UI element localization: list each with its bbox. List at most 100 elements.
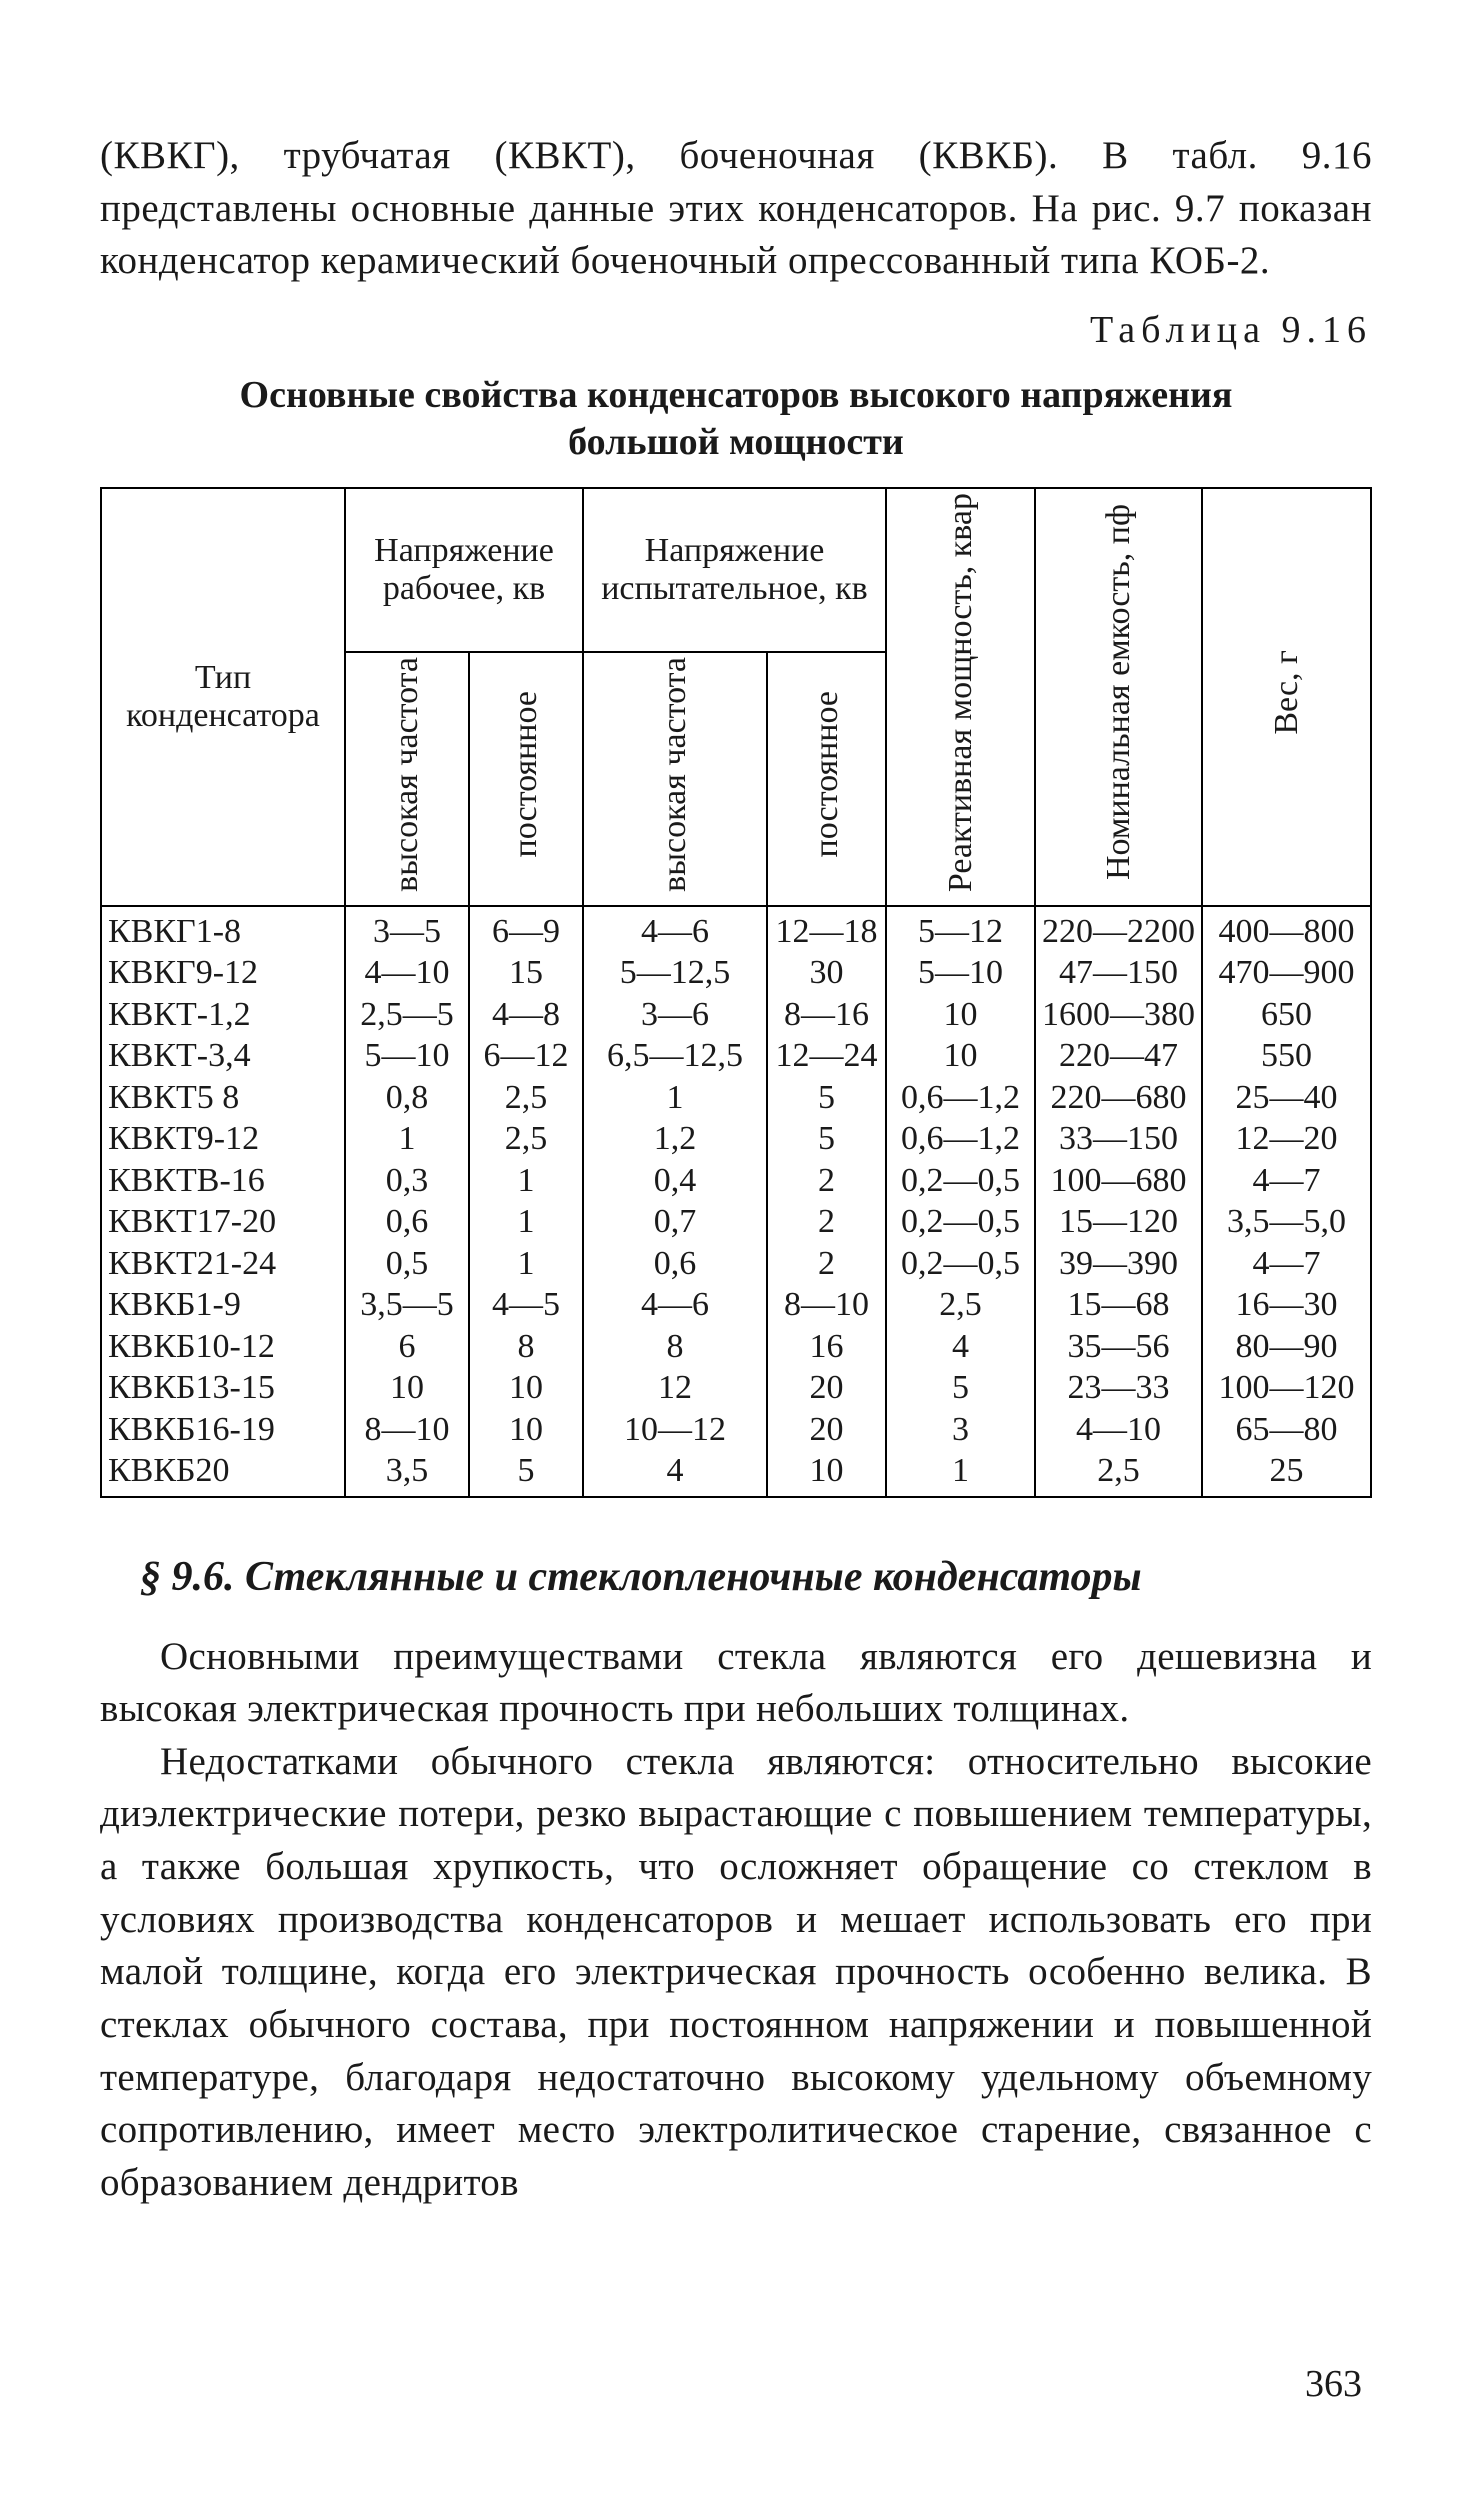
- col-work-dc-label: постоян­ное: [507, 691, 544, 857]
- cell-tdc: 5: [818, 1077, 835, 1118]
- capacitor-table: Тип конденсатора Напряжение рабочее, кв …: [100, 487, 1372, 1498]
- cell-q: 0,2—0,5: [901, 1243, 1020, 1284]
- cell-wdc: 6—12: [484, 1035, 569, 1076]
- cell-tdc: 2: [818, 1160, 835, 1201]
- cell-c: 100—680: [1051, 1160, 1187, 1201]
- cell-wdc: 1: [518, 1243, 535, 1284]
- cell-tdc: 8—16: [784, 994, 869, 1035]
- cell-whf: 10: [390, 1367, 424, 1408]
- cell-q: 0,6—1,2: [901, 1077, 1020, 1118]
- cell-w: 4—7: [1253, 1243, 1321, 1284]
- table-label: Таблица 9.16: [100, 308, 1372, 352]
- col-test-voltage-label: Напряжение испытательное, кв: [601, 532, 868, 607]
- cell-tdc: 20: [810, 1409, 844, 1450]
- col-capacitance-label: Номинальная емкость, пф: [1100, 504, 1137, 880]
- cell-w: 400—800: [1219, 911, 1355, 952]
- cell-type: КВКТВ-16: [108, 1160, 265, 1201]
- cell-whf: 3,5—5: [360, 1284, 454, 1325]
- cell-whf: 0,8: [386, 1077, 429, 1118]
- cell-thf: 5—12,5: [620, 952, 731, 993]
- cell-type: КВКТ-1,2: [108, 994, 251, 1035]
- cell-w: 470—900: [1219, 952, 1355, 993]
- cell-q: 5: [952, 1367, 969, 1408]
- cell-whf: 3,5: [386, 1450, 429, 1491]
- cell-w: 12—20: [1236, 1118, 1338, 1159]
- table-title-line1: Основные свойства конденсаторов высокого…: [240, 374, 1233, 416]
- cell-type: КВКТ-3,4: [108, 1035, 251, 1076]
- col-test-dc-label: постоян­ное: [808, 691, 845, 857]
- cell-type: КВКТ21-24: [108, 1243, 276, 1284]
- cell-w: 4—7: [1253, 1160, 1321, 1201]
- cell-q: 5—12: [918, 911, 1003, 952]
- cell-tdc: 10: [810, 1450, 844, 1491]
- cell-q: 0,2—0,5: [901, 1160, 1020, 1201]
- cell-thf: 3—6: [641, 994, 709, 1035]
- cell-c: 39—390: [1059, 1243, 1178, 1284]
- cell-q: 4: [952, 1326, 969, 1367]
- cell-thf: 4: [667, 1450, 684, 1491]
- cell-thf: 1,2: [654, 1118, 697, 1159]
- cell-c: 23—33: [1068, 1367, 1170, 1408]
- cell-wdc: 8: [518, 1326, 535, 1367]
- cell-thf: 4—6: [641, 911, 709, 952]
- col-test-dc: постоян­ное: [767, 652, 886, 906]
- body-paragraph-1: Основными преимуществами стекла являются…: [100, 1631, 1372, 1736]
- table-data-row: КВКГ1-8КВКГ9-12КВКТ-1,2КВКТ-3,4КВКТ5 8КВ…: [101, 906, 1371, 1497]
- cell-thf: 10—12: [624, 1409, 726, 1450]
- cell-w: 3,5—5,0: [1227, 1201, 1346, 1242]
- cell-tdc: 16: [810, 1326, 844, 1367]
- cell-whf: 6: [399, 1326, 416, 1367]
- cell-type: КВКБ16-19: [108, 1409, 275, 1450]
- cell-w: 16—30: [1236, 1284, 1338, 1325]
- intro-paragraph: (КВКГ), трубчатая (КВКТ), боченочная (КВ…: [100, 130, 1372, 288]
- cell-wdc: 1: [518, 1160, 535, 1201]
- cell-whf: 4—10: [365, 952, 450, 993]
- cell-c: 220—680: [1051, 1077, 1187, 1118]
- cell-type: КВКГ9-12: [108, 952, 258, 993]
- cell-c: 220—2200: [1042, 911, 1195, 952]
- col-work-hf-label: высокая частота: [388, 657, 425, 892]
- cell-whf: 8—10: [365, 1409, 450, 1450]
- cell-q: 3: [952, 1409, 969, 1450]
- col-react-power-label: Реактивная мощ­ность, квар: [942, 493, 979, 892]
- cell-wdc: 15: [509, 952, 543, 993]
- cell-wdc: 5: [518, 1450, 535, 1491]
- col-work-voltage: Напряжение рабочее, кв: [345, 488, 583, 652]
- cell-w: 550: [1261, 1035, 1312, 1076]
- cell-wdc: 2,5: [505, 1118, 548, 1159]
- cell-thf: 4—6: [641, 1284, 709, 1325]
- cell-whf: 3—5: [373, 911, 441, 952]
- cell-q: 1: [952, 1450, 969, 1491]
- cell-whf: 5—10: [365, 1035, 450, 1076]
- cell-type: КВКБ10-12: [108, 1326, 275, 1367]
- cell-tdc: 12—24: [776, 1035, 878, 1076]
- col-work-voltage-label: Напряжение рабочее, кв: [374, 532, 554, 607]
- page-number: 363: [1305, 2362, 1362, 2406]
- cell-c: 220—47: [1059, 1035, 1178, 1076]
- cell-type: КВКТ9-12: [108, 1118, 259, 1159]
- cell-c: 1600—380: [1042, 994, 1195, 1035]
- section-heading: § 9.6. Стеклянные и стеклопленочные конд…: [140, 1553, 1372, 1601]
- body-paragraph-2: Недостатками обычного стекла являются: о…: [100, 1736, 1372, 2210]
- col-react-power: Реактивная мощ­ность, квар: [886, 488, 1035, 906]
- cell-type: КВКБ20: [108, 1450, 230, 1491]
- cell-type: КВКТ5 8: [108, 1077, 239, 1118]
- cell-tdc: 20: [810, 1367, 844, 1408]
- cell-whf: 0,3: [386, 1160, 429, 1201]
- cell-wdc: 10: [509, 1409, 543, 1450]
- cell-type: КВКГ1-8: [108, 911, 241, 952]
- cell-w: 25: [1270, 1450, 1304, 1491]
- cell-c: 2,5: [1097, 1450, 1140, 1491]
- col-type: Тип конденсатора: [101, 488, 345, 906]
- cell-q: 2,5: [939, 1284, 982, 1325]
- cell-wdc: 4—8: [492, 994, 560, 1035]
- cell-tdc: 5: [818, 1118, 835, 1159]
- cell-tdc: 12—18: [776, 911, 878, 952]
- cell-q: 10: [944, 994, 978, 1035]
- col-test-voltage: Напряжение испытательное, кв: [583, 488, 886, 652]
- cell-thf: 12: [658, 1367, 692, 1408]
- cell-tdc: 8—10: [784, 1284, 869, 1325]
- cell-type: КВКБ13-15: [108, 1367, 275, 1408]
- cell-wdc: 6—9: [492, 911, 560, 952]
- cell-thf: 0,6: [654, 1243, 697, 1284]
